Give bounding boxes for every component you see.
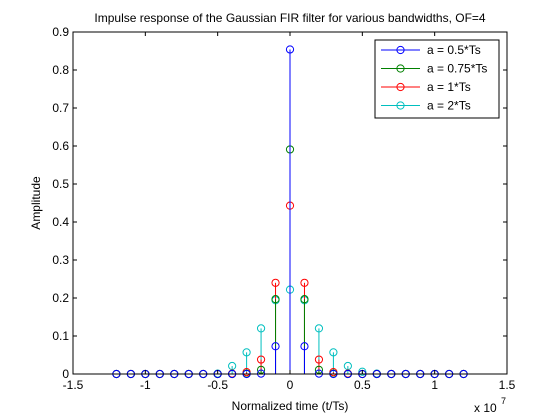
stem-marker [271, 342, 280, 351]
x-tick-label: -1.5 [63, 378, 84, 392]
y-axis-label: Amplitude [29, 176, 43, 230]
stem-marker [329, 348, 338, 357]
x-tick-label: 0 [287, 378, 294, 392]
legend: a = 0.5*Ts a = 0.75*Ts a = 1*Ts a = 2*Ts [374, 39, 500, 119]
legend-label: a = 2*Ts [427, 99, 471, 113]
stem-marker [314, 365, 324, 374]
stem-marker [314, 355, 324, 364]
x-tick-label: -0.5 [207, 378, 228, 392]
legend-label: a = 0.75*Ts [427, 62, 487, 76]
y-tick-label: 0.5 [52, 177, 69, 191]
stem-marker [300, 342, 309, 351]
legend-items: a = 0.5*Ts a = 0.75*Ts a = 1*Ts a = 2*Ts [381, 43, 487, 113]
y-tick-label: 0.3 [52, 253, 69, 267]
stem-marker [256, 365, 266, 374]
legend-marker [396, 101, 405, 110]
legend-marker [396, 45, 405, 55]
y-tick-label: 0.6 [52, 139, 69, 153]
chart-title: Impulse response of the Gaussian FIR fil… [94, 11, 486, 25]
x-tick-label: 1 [431, 378, 438, 392]
stem-marker [300, 295, 309, 304]
stem-marker [285, 45, 295, 54]
stem-marker [256, 355, 266, 364]
axes-box [72, 31, 508, 375]
x-tick-label: 1.5 [499, 378, 516, 392]
y-tick-label: 0.4 [52, 215, 69, 229]
legend-label: a = 0.5*Ts [427, 43, 481, 57]
ticks-layer: -1.5 -1 -0.5 0 0.5 1 1.5 0 0.1 0.2 0.3 0.4 0.5 0.6 0.7… [52, 25, 515, 392]
stem-marker [271, 295, 280, 304]
legend-marker [396, 82, 405, 92]
y-tick-label: 0.9 [52, 25, 69, 39]
legend-label: a = 1*Ts [427, 80, 471, 94]
x-axis-label: Normalized time (t/Ts) [232, 399, 349, 413]
x-tick-label: 0.5 [354, 378, 371, 392]
stem-marker [256, 324, 266, 333]
y-tick-label: 0 [62, 367, 69, 381]
y-tick-label: 0.1 [52, 329, 69, 343]
stem-marker [242, 348, 251, 357]
y-tick-label: 0.7 [52, 101, 69, 115]
stem-marker [271, 278, 280, 287]
x-tick-label: -1 [140, 378, 151, 392]
x-exponent-power: 7 [501, 396, 506, 406]
x-exponent-base: x 10 [474, 401, 497, 415]
stem-marker [358, 367, 367, 376]
legend-marker [396, 64, 405, 73]
stem-marker [314, 324, 324, 333]
y-tick-label: 0.2 [52, 291, 69, 305]
stem-marker [300, 278, 309, 287]
y-tick-label: 0.8 [52, 63, 69, 77]
